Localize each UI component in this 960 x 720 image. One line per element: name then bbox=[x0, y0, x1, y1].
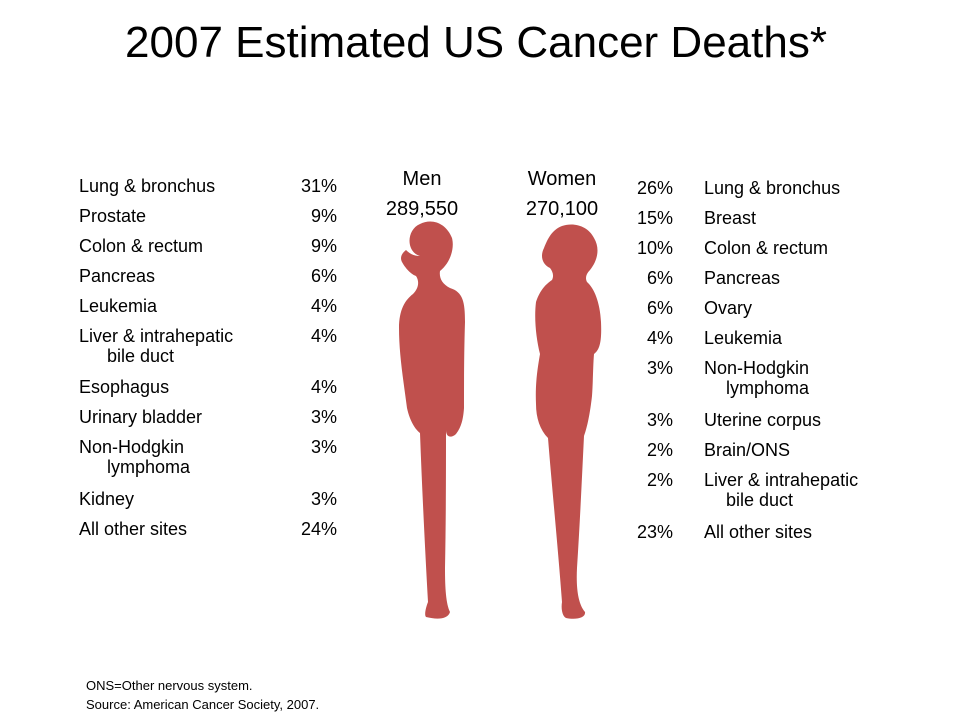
male-silhouette bbox=[399, 221, 465, 619]
cancer-site-label: Liver & intrahepatic bbox=[79, 326, 234, 346]
percentage-value: 23% bbox=[636, 522, 673, 542]
cancer-site-label: Pancreas bbox=[704, 268, 781, 288]
percentage-value: 4% bbox=[310, 326, 337, 346]
men-label: Men bbox=[402, 168, 442, 190]
cancer-site-label: Prostate bbox=[79, 206, 147, 226]
men-total: 289,550 bbox=[385, 198, 459, 220]
percentage-value: 6% bbox=[646, 298, 673, 318]
percentage-value: 24% bbox=[300, 519, 337, 539]
cancer-site-label: Lung & bronchus bbox=[704, 178, 841, 198]
cancer-site-label: Colon & rectum bbox=[704, 238, 829, 258]
percentage-value: 9% bbox=[310, 236, 337, 256]
women-cancer-list: Lung & bronchus 26% Breast 15% Colon & rectu… bbox=[630, 178, 930, 558]
percentage-value: 15% bbox=[636, 208, 673, 228]
footnote-source: Source: American Cancer Society, 2007. bbox=[86, 697, 320, 712]
percentage-value: 4% bbox=[310, 296, 337, 316]
percentage-value: 3% bbox=[310, 437, 337, 457]
cancer-site-label: Esophagus bbox=[79, 377, 170, 397]
cancer-site-label: Leukemia bbox=[704, 328, 783, 348]
cancer-site-label: Pancreas bbox=[79, 266, 156, 286]
cancer-site-label: All other sites bbox=[79, 519, 188, 539]
cancer-site-label: Non-Hodgkin bbox=[79, 437, 185, 457]
percentage-value: 3% bbox=[646, 358, 673, 378]
footnote-ons: ONS=Other nervous system. bbox=[86, 678, 253, 693]
percentage-value: 9% bbox=[310, 206, 337, 226]
cancer-site-label-continued: bile duct bbox=[107, 346, 175, 366]
cancer-site-label: Liver & intrahepatic bbox=[704, 470, 859, 490]
cancer-site-label: All other sites bbox=[704, 522, 813, 542]
cancer-site-label: Ovary bbox=[704, 298, 753, 318]
silhouettes-graphic bbox=[399, 221, 602, 619]
cancer-site-label: Urinary bladder bbox=[79, 407, 203, 427]
women-header: Women 270,100 bbox=[492, 164, 632, 224]
percentage-value: 3% bbox=[310, 489, 337, 509]
percentage-value: 26% bbox=[636, 178, 673, 198]
cancer-site-label: Lung & bronchus bbox=[79, 176, 216, 196]
percentage-value: 4% bbox=[646, 328, 673, 348]
women-label: Women bbox=[527, 168, 597, 190]
cancer-site-label: Non-Hodgkin bbox=[704, 358, 810, 378]
cancer-site-label-continued: lymphoma bbox=[107, 457, 191, 477]
cancer-site-label: Breast bbox=[704, 208, 757, 228]
percentage-value: 6% bbox=[646, 268, 673, 288]
percentage-value: 2% bbox=[646, 440, 673, 460]
percentage-value: 10% bbox=[636, 238, 673, 258]
cancer-site-label: Colon & rectum bbox=[79, 236, 204, 256]
percentage-value: 31% bbox=[300, 176, 337, 196]
percentage-value: 6% bbox=[310, 266, 337, 286]
women-total: 270,100 bbox=[525, 198, 599, 220]
percentage-value: 4% bbox=[310, 377, 337, 397]
cancer-site-label: Uterine corpus bbox=[704, 410, 822, 430]
cancer-site-label-continued: bile duct bbox=[726, 490, 794, 510]
percentage-value: 3% bbox=[646, 410, 673, 430]
cancer-site-label: Kidney bbox=[79, 489, 135, 509]
men-cancer-list: Lung & bronchus 31% Prostate 9% Colon & rect… bbox=[79, 176, 349, 556]
footnote: ONS=Other nervous system. Source: Americ… bbox=[86, 676, 319, 714]
percentage-value: 2% bbox=[646, 470, 673, 490]
men-header: Men 289,550 bbox=[352, 164, 492, 224]
cancer-site-label: Brain/ONS bbox=[704, 440, 791, 460]
cancer-site-label-continued: lymphoma bbox=[726, 378, 810, 398]
percentage-value: 3% bbox=[310, 407, 337, 427]
female-silhouette bbox=[535, 224, 602, 619]
page-title: 2007 Estimated US Cancer Deaths* bbox=[125, 18, 827, 67]
cancer-site-label: Leukemia bbox=[79, 296, 158, 316]
